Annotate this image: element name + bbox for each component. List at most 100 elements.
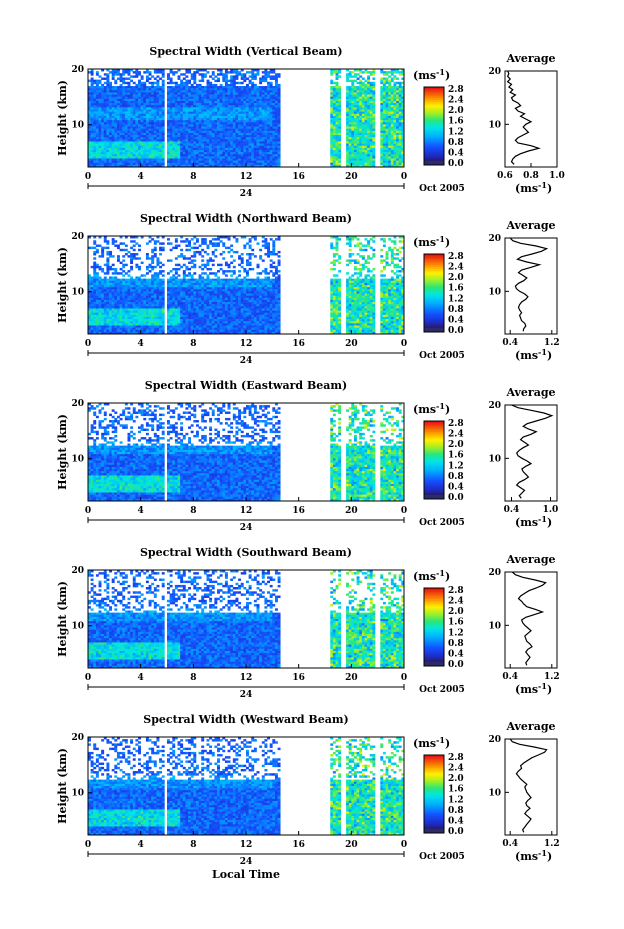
- heatmap-cell: [96, 84, 99, 86]
- heatmap-cell: [114, 131, 117, 133]
- heatmap-cell: [125, 137, 128, 139]
- heatmap-cell: [167, 109, 170, 111]
- heatmap-cell: [172, 141, 175, 143]
- heatmap-cell: [99, 116, 102, 118]
- heatmap-cell: [122, 80, 125, 82]
- heatmap-cell: [175, 112, 178, 114]
- heatmap-cell: [207, 122, 210, 124]
- heatmap-cell: [101, 105, 104, 107]
- heatmap-cell: [220, 101, 223, 103]
- heatmap-cell: [96, 122, 99, 124]
- heatmap-cell: [146, 88, 149, 90]
- heatmap-cell: [125, 150, 128, 152]
- heatmap-cell: [178, 129, 181, 131]
- heatmap-cell: [159, 137, 162, 139]
- heatmap-cell: [159, 107, 162, 109]
- heatmap-cell: [180, 114, 183, 116]
- heatmap-cell: [178, 124, 181, 126]
- heatmap-cell: [91, 150, 94, 152]
- heatmap-cell: [114, 109, 117, 111]
- heatmap-cell: [222, 150, 225, 152]
- heatmap-cell: [167, 116, 170, 118]
- heatmap-cell: [125, 124, 128, 126]
- heatmap-cell: [117, 95, 120, 97]
- heatmap-cell: [141, 129, 144, 131]
- heatmap-cell: [135, 150, 138, 152]
- heatmap-cell: [130, 122, 133, 124]
- heatmap-cell: [178, 86, 181, 88]
- heatmap-cell: [114, 139, 117, 141]
- heatmap-cell: [112, 90, 115, 92]
- heatmap-cell: [135, 101, 138, 103]
- heatmap-cell: [214, 95, 217, 97]
- heatmap-cell: [185, 116, 188, 118]
- heatmap-cell: [141, 82, 144, 84]
- heatmap-cell: [185, 75, 188, 77]
- heatmap-cell: [199, 129, 202, 131]
- heatmap-cell: [125, 86, 128, 88]
- heatmap-cell: [93, 122, 96, 124]
- heatmap-cell: [209, 137, 212, 139]
- heatmap-cell: [178, 84, 181, 86]
- heatmap-cell: [191, 118, 194, 120]
- heatmap-cell: [156, 156, 159, 158]
- heatmap-cell: [128, 88, 131, 90]
- heatmap-cell: [201, 103, 204, 105]
- heatmap-cell: [167, 158, 170, 160]
- heatmap-cell: [167, 103, 170, 105]
- heatmap-cell: [128, 135, 131, 137]
- heatmap-cell: [162, 105, 165, 107]
- heatmap-cell: [104, 127, 107, 129]
- heatmap-cell: [193, 97, 196, 99]
- heatmap-cell: [120, 141, 123, 143]
- heatmap-cell: [188, 129, 191, 131]
- heatmap-cell: [104, 86, 107, 88]
- heatmap-cell: [225, 127, 228, 129]
- heatmap-cell: [199, 116, 202, 118]
- heatmap-cell: [191, 101, 194, 103]
- heatmap-cell: [180, 84, 183, 86]
- heatmap-cell: [135, 152, 138, 154]
- heatmap-cell: [172, 154, 175, 156]
- heatmap-cell: [122, 135, 125, 137]
- heatmap-cell: [193, 150, 196, 152]
- heatmap-cell: [159, 135, 162, 137]
- heatmap-cell: [133, 133, 136, 135]
- heatmap-cell: [230, 78, 233, 80]
- heatmap-cell: [156, 80, 159, 82]
- heatmap-cell: [135, 92, 138, 94]
- heatmap-cell: [212, 116, 215, 118]
- heatmap-cell: [170, 135, 173, 137]
- heatmap-cell: [222, 120, 225, 122]
- heatmap-cell: [172, 135, 175, 137]
- heatmap-cell: [93, 90, 96, 92]
- heatmap-cell: [106, 133, 109, 135]
- heatmap-cell: [125, 88, 128, 90]
- heatmap-cell: [209, 135, 212, 137]
- heatmap-cell: [120, 114, 123, 116]
- heatmap-cell: [185, 92, 188, 94]
- heatmap-cell: [175, 95, 178, 97]
- heatmap-cell: [193, 75, 196, 77]
- heatmap-cell: [143, 88, 146, 90]
- heatmap-cell: [180, 107, 183, 109]
- heatmap-cell: [178, 135, 181, 137]
- heatmap-cell: [217, 105, 220, 107]
- heatmap-cell: [193, 107, 196, 109]
- heatmap-cell: [222, 154, 225, 156]
- heatmap-cell: [117, 109, 120, 111]
- heatmap-cell: [143, 84, 146, 86]
- heatmap-cell: [120, 133, 123, 135]
- heatmap-cell: [101, 120, 104, 122]
- heatmap-cell: [141, 124, 144, 126]
- heatmap-cell: [120, 109, 123, 111]
- heatmap-cell: [130, 135, 133, 137]
- heatmap-cell: [91, 137, 94, 139]
- heatmap-cell: [196, 156, 199, 158]
- heatmap-cell: [204, 95, 207, 97]
- heatmap-cell: [133, 152, 136, 154]
- heatmap-cell: [191, 161, 194, 163]
- heatmap-cell: [222, 103, 225, 105]
- heatmap-cell: [120, 135, 123, 137]
- heatmap-cell: [109, 154, 112, 156]
